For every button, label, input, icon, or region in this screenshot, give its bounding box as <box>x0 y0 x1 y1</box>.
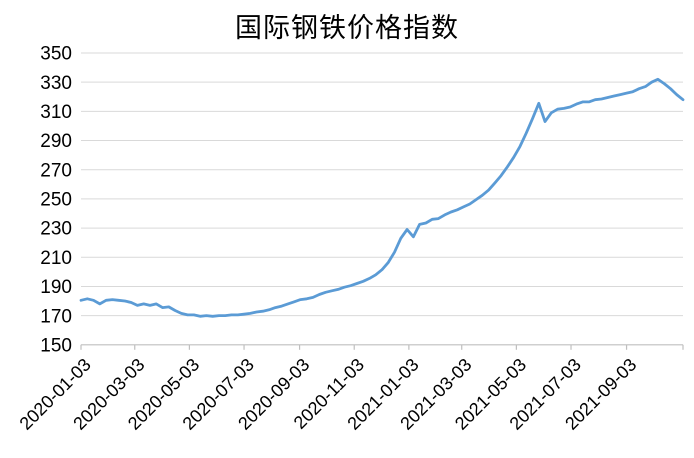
y-axis-label: 330 <box>40 73 72 94</box>
y-axis-label: 310 <box>40 102 72 123</box>
y-axis-label: 210 <box>40 248 72 269</box>
y-axis-label: 250 <box>40 190 72 211</box>
y-axis-label: 230 <box>40 219 72 240</box>
y-axis-label: 170 <box>40 306 72 327</box>
y-axis-label: 190 <box>40 277 72 298</box>
y-axis-label: 290 <box>40 131 72 152</box>
y-axis-label: 270 <box>40 160 72 181</box>
chart-title: 国际钢铁价格指数 <box>235 13 459 43</box>
y-axis-label: 350 <box>40 44 72 65</box>
y-axis-label: 150 <box>40 335 72 356</box>
price-index-line <box>79 77 685 318</box>
